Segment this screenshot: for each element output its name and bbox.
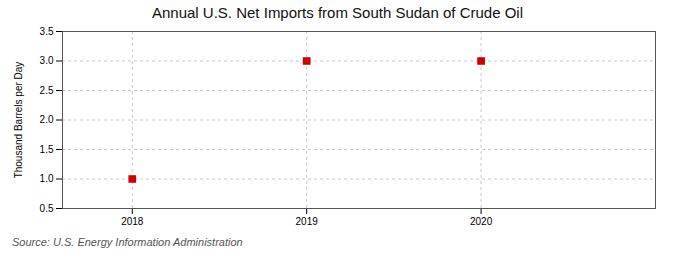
svg-text:2.5: 2.5	[40, 85, 54, 96]
svg-text:1.0: 1.0	[40, 173, 54, 184]
svg-text:1.5: 1.5	[40, 144, 54, 155]
html-text:Annual U.S. Net Imports from S: Annual U.S. Net Imports from South Sudan…	[152, 4, 523, 21]
svg-text:Thousand Barrels per Day: Thousand Barrels per Day	[13, 62, 24, 179]
svg-text:3.0: 3.0	[40, 55, 54, 66]
svg-text:2018: 2018	[121, 216, 144, 227]
svg-text:2.0: 2.0	[40, 114, 54, 125]
svg-text:0.5: 0.5	[40, 203, 54, 214]
svg-text:2020: 2020	[470, 216, 493, 227]
svg-text:2019: 2019	[296, 216, 319, 227]
html-text:Source: U.S. Energy Informatio: Source: U.S. Energy Information Administ…	[12, 236, 243, 248]
svg-text:3.5: 3.5	[40, 26, 54, 37]
